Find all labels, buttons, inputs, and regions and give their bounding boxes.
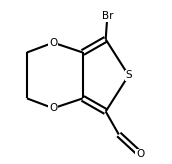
Text: S: S (125, 71, 132, 80)
Text: O: O (49, 103, 57, 113)
Text: O: O (49, 38, 57, 48)
Text: O: O (136, 149, 144, 159)
Text: Br: Br (102, 11, 113, 21)
